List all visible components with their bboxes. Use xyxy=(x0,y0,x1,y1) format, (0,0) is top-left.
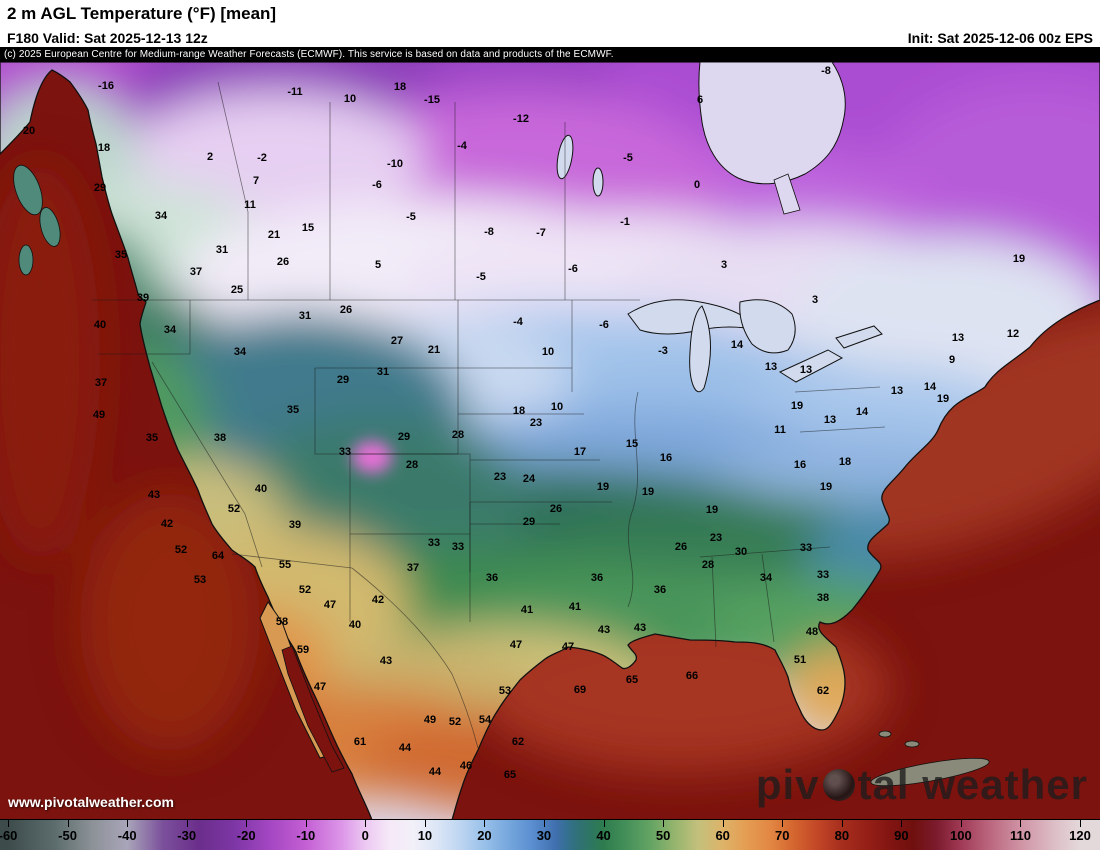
colorbar-tick-label: -40 xyxy=(117,828,137,843)
colorbar-tick-label: 20 xyxy=(477,828,492,843)
colorbar-tick-label: 50 xyxy=(655,828,671,843)
colorbar-tick xyxy=(663,820,665,827)
colorbar-tick-label: -60 xyxy=(0,828,18,843)
colorbar-tick xyxy=(127,820,129,827)
copyright-bar: (c) 2025 European Centre for Medium-rang… xyxy=(0,47,1100,62)
header-row: 2 m AGL Temperature (°F) [mean] xyxy=(0,0,1100,28)
colorbar-tick xyxy=(186,820,188,827)
subheader-row: F180 Valid: Sat 2025-12-13 12z Init: Sat… xyxy=(0,28,1100,47)
colorbar-tick-label: -20 xyxy=(236,828,256,843)
pacific-islands xyxy=(13,164,61,276)
colorbar-tick-label: 100 xyxy=(949,828,972,843)
init-time-label: Init: Sat 2025-12-06 00z EPS xyxy=(907,29,1093,46)
colorbar-tick-label: -50 xyxy=(58,828,77,843)
colorbar-tick-label: 120 xyxy=(1069,828,1091,843)
map-canvas xyxy=(0,62,1100,820)
colorbar-tick xyxy=(543,820,545,827)
colorbar-tick xyxy=(1020,820,1022,827)
colorbar-tick-label: 80 xyxy=(834,828,850,843)
copyright-text: (c) 2025 European Centre for Medium-rang… xyxy=(4,49,614,60)
gulf-of-california xyxy=(281,645,345,773)
colorbar-tick xyxy=(365,820,367,827)
colorbar-tick-label: 110 xyxy=(1009,828,1031,843)
colorbar-tick xyxy=(67,820,69,827)
colorbar-tick-label: -10 xyxy=(296,828,316,843)
caribbean-islands xyxy=(870,730,990,787)
site-watermark: www.pivotalweather.com xyxy=(8,794,174,810)
valid-time-label: F180 Valid: Sat 2025-12-13 12z xyxy=(7,29,208,46)
page-title: 2 m AGL Temperature (°F) [mean] xyxy=(7,4,277,23)
colorbar-tick xyxy=(1079,820,1081,827)
colorbar-tick-label: 30 xyxy=(536,828,552,843)
colorbar-tick xyxy=(246,820,248,827)
colorbar-tick-label: 0 xyxy=(361,828,369,843)
colorbar-tick xyxy=(8,820,10,827)
colorbar-tick xyxy=(901,820,903,827)
colorbar-tick-label: 10 xyxy=(417,828,433,843)
cold-pocket-colorado xyxy=(352,441,392,473)
pivotal-logo-icon xyxy=(822,769,855,801)
state-borders xyxy=(92,81,886,749)
colorbar-tick-label: -30 xyxy=(177,828,197,843)
colorbar-tick xyxy=(960,820,962,827)
colorbar-tick-label: 60 xyxy=(715,828,730,843)
colorbar-tick xyxy=(841,820,843,827)
colorbar-tick xyxy=(424,820,426,827)
colorbar: -60 -50 -40 -30 -20 -10 0 10 20 30 40 50 60 70 80 90 100… xyxy=(0,819,1100,850)
great-lakes xyxy=(556,134,883,393)
colorbar-tick xyxy=(722,820,724,827)
brand-text-piv: piv xyxy=(755,761,820,808)
colorbar-tick xyxy=(305,820,307,827)
colorbar-tick xyxy=(484,820,486,827)
hudson-bay xyxy=(698,62,846,215)
colorbar-tick-label: 70 xyxy=(774,828,790,843)
colorbar-tick-label: 90 xyxy=(894,828,909,843)
colorbar-tick xyxy=(782,820,784,827)
brand-watermark: piv tal weather xyxy=(756,764,1088,806)
colorbar-tick xyxy=(603,820,605,827)
brand-text-tal: tal weather xyxy=(857,761,1088,808)
colorbar-tick-label: 40 xyxy=(596,828,611,843)
temperature-map xyxy=(0,62,1100,820)
